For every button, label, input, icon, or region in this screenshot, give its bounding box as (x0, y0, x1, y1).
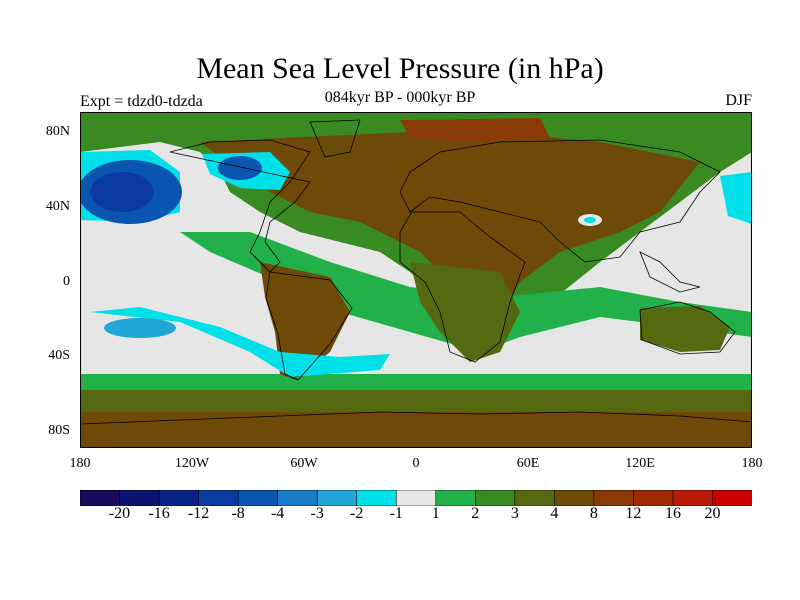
lat-label-0: 0 (63, 274, 70, 289)
colorbar-label: -3 (310, 505, 324, 522)
colorbar-label: 8 (589, 505, 598, 522)
colorbar-label: -12 (187, 505, 210, 522)
lat-label-80s: 80S (48, 423, 70, 438)
lat-label-40s: 40S (48, 348, 70, 363)
tibet-cyan (584, 217, 596, 223)
colorbar-swatch (593, 490, 635, 506)
map-title: Mean Sea Level Pressure (in hPa) (196, 52, 604, 85)
colorbar-swatch (356, 490, 397, 506)
coast-southeast-asia (639, 251, 701, 293)
colorbar-swatch (633, 490, 674, 506)
lat-label-40n: 40N (45, 199, 70, 214)
colorbar-swatch (80, 490, 121, 506)
lon-label-120w: 120W (174, 456, 210, 471)
experiment-label: Expt = tdzd0-tdzda (80, 93, 203, 110)
colorbar-swatch (119, 490, 160, 506)
colorbar-swatch (435, 490, 476, 506)
south-pacific-low (104, 318, 176, 338)
colorbar-swatch (277, 490, 318, 506)
colorbar-label: 3 (510, 505, 519, 522)
colorbar-label: -4 (270, 505, 285, 522)
lon-label-120e: 120E (625, 456, 655, 471)
south-america-field (260, 262, 350, 380)
coast-greenland (309, 119, 361, 158)
lon-label-60e: 60E (516, 456, 540, 471)
hudson-low (218, 156, 262, 180)
west-pacific-cyan (720, 172, 752, 224)
coast-north-america (169, 139, 311, 273)
africa-field (410, 262, 520, 362)
season-label: DJF (725, 92, 752, 109)
arctic-high (400, 118, 550, 142)
lon-label-180w: 180 (69, 456, 91, 471)
colorbar-label: 12 (625, 505, 642, 522)
colorbar-label: 1 (431, 505, 440, 522)
coast-antarctica (80, 411, 752, 425)
colorbar-label: -20 (108, 505, 131, 522)
colorbar-swatch (395, 490, 437, 506)
lat-label-80n: 80N (45, 124, 70, 139)
antarctica-land (80, 412, 752, 448)
colorbar-swatch (198, 490, 239, 506)
colorbar-label: 20 (704, 505, 721, 522)
lon-label-60w: 60W (290, 456, 318, 471)
colorbar-label: -8 (231, 505, 245, 522)
colorbar (80, 490, 752, 506)
tropical-green-belt (180, 232, 752, 352)
coast-australia (639, 301, 736, 355)
north-pacific-deep-low (90, 172, 154, 212)
colorbar-swatch (316, 490, 358, 506)
colorbar-label: -2 (350, 505, 364, 522)
colorbar-label: -16 (148, 505, 170, 522)
coastlines (80, 119, 752, 425)
lon-label-0: 0 (412, 456, 420, 471)
colorbar-label: 2 (471, 505, 480, 522)
colorbar-label: 4 (550, 505, 559, 522)
colorbar-swatch (554, 490, 595, 506)
lon-label-180e: 180 (741, 456, 763, 471)
coast-eurasia (399, 139, 721, 263)
australia-field (640, 306, 730, 352)
northern-brown-field (200, 132, 700, 312)
colorbar-swatch (237, 490, 279, 506)
south-pacific-cyan (90, 307, 390, 377)
colorbar-swatch (514, 490, 555, 506)
coast-south-america (265, 271, 353, 381)
coast-africa (399, 211, 526, 363)
colorbar-swatch (712, 490, 752, 506)
colorbar-swatch (672, 490, 714, 506)
colorbar-label: 16 (664, 505, 681, 522)
colorbar-label: -1 (389, 505, 403, 522)
colorbar-swatch (158, 490, 200, 506)
colorbar-swatch (474, 490, 516, 506)
pressure-map (80, 112, 752, 448)
map-frame (80, 112, 752, 448)
map-subtitle: 084kyr BP - 000kyr BP (324, 89, 476, 106)
